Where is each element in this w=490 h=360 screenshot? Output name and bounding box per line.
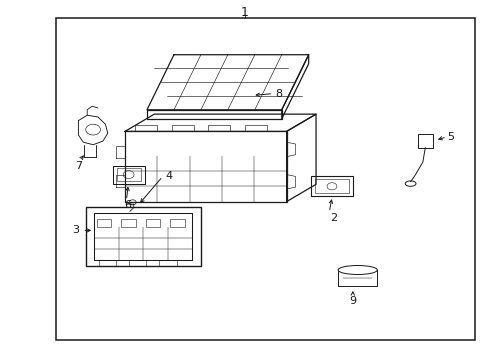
- Bar: [125, 131, 287, 202]
- Text: 1: 1: [241, 6, 249, 19]
- Bar: [208, 125, 230, 131]
- Bar: [113, 166, 145, 184]
- Bar: [159, 260, 176, 266]
- Text: 4: 4: [166, 171, 172, 181]
- Bar: [245, 125, 267, 131]
- Bar: [86, 207, 201, 266]
- Text: 6: 6: [124, 200, 131, 210]
- Text: 3: 3: [73, 225, 79, 235]
- Text: 7: 7: [75, 161, 82, 171]
- Bar: [117, 168, 141, 181]
- Bar: [315, 179, 349, 193]
- Bar: [129, 260, 147, 266]
- Bar: [418, 134, 433, 148]
- Text: 5: 5: [447, 132, 454, 142]
- Bar: [99, 260, 116, 266]
- Bar: [172, 125, 194, 131]
- Bar: [135, 125, 157, 131]
- Bar: [94, 213, 192, 260]
- Text: 8: 8: [276, 89, 283, 99]
- Text: 2: 2: [330, 213, 337, 223]
- Bar: [146, 219, 160, 227]
- Ellipse shape: [405, 181, 416, 186]
- Bar: [170, 219, 185, 227]
- Bar: [311, 176, 353, 196]
- Bar: [121, 219, 136, 227]
- Bar: [56, 18, 475, 340]
- Bar: [97, 219, 111, 227]
- Bar: [338, 270, 377, 286]
- Ellipse shape: [338, 266, 377, 275]
- Text: 9: 9: [349, 296, 356, 306]
